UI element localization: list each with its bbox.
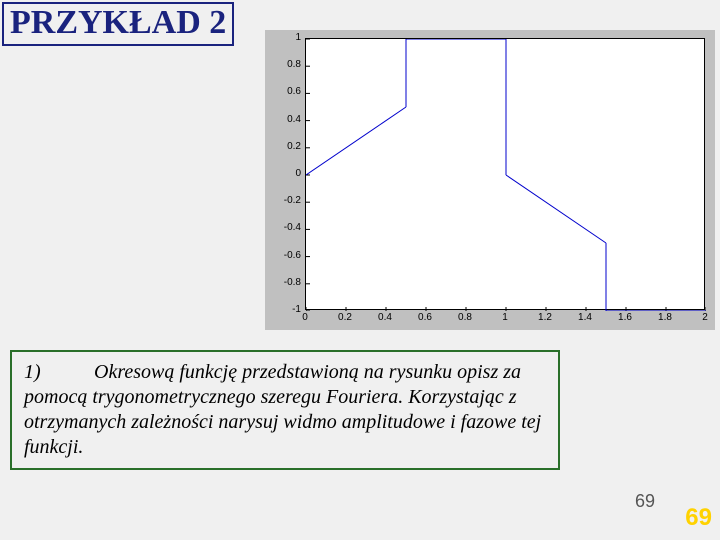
page-number-gray: 69 [635,491,655,512]
xtick-label: 0.8 [455,312,475,323]
task-number: 1) [24,360,94,385]
xtick-label: 1 [495,312,515,323]
ytick-label: -0.6 [271,250,301,261]
xtick-label: 2 [695,312,715,323]
ytick-label: -1 [271,304,301,315]
page-number-yellow: 69 [685,504,712,532]
xtick-label: 1.8 [655,312,675,323]
ytick-label: -0.2 [271,195,301,206]
xtick-label: 0.2 [335,312,355,323]
ytick-label: 0.2 [271,141,301,152]
task-body: Okresową funkcję przedstawioną na rysunk… [24,361,541,458]
plot-area [305,38,705,310]
page-title: PRZYKŁAD 2 [10,4,226,41]
xtick-label: 0.6 [415,312,435,323]
ytick-label: 0.8 [271,59,301,70]
task-box: 1)Okresową funkcję przedstawioną na rysu… [10,350,560,470]
ytick-label: 0 [271,168,301,179]
xtick-label: 1.2 [535,312,555,323]
ytick-label: -0.8 [271,277,301,288]
task-text: 1)Okresową funkcję przedstawioną na rysu… [24,360,546,460]
xtick-label: 1.6 [615,312,635,323]
chart-svg [306,39,706,311]
xtick-label: 0.4 [375,312,395,323]
xtick-label: 1.4 [575,312,595,323]
title-box: PRZYKŁAD 2 [2,2,234,46]
ytick-label: -0.4 [271,222,301,233]
ytick-label: 0.6 [271,86,301,97]
ytick-label: 1 [271,32,301,43]
ytick-label: 0.4 [271,114,301,125]
chart-panel: 0 0.2 0.4 0.6 0.8 1 1.2 1.4 1.6 1.8 2 -1 -0.8 -0.6 -0.… [265,30,715,330]
